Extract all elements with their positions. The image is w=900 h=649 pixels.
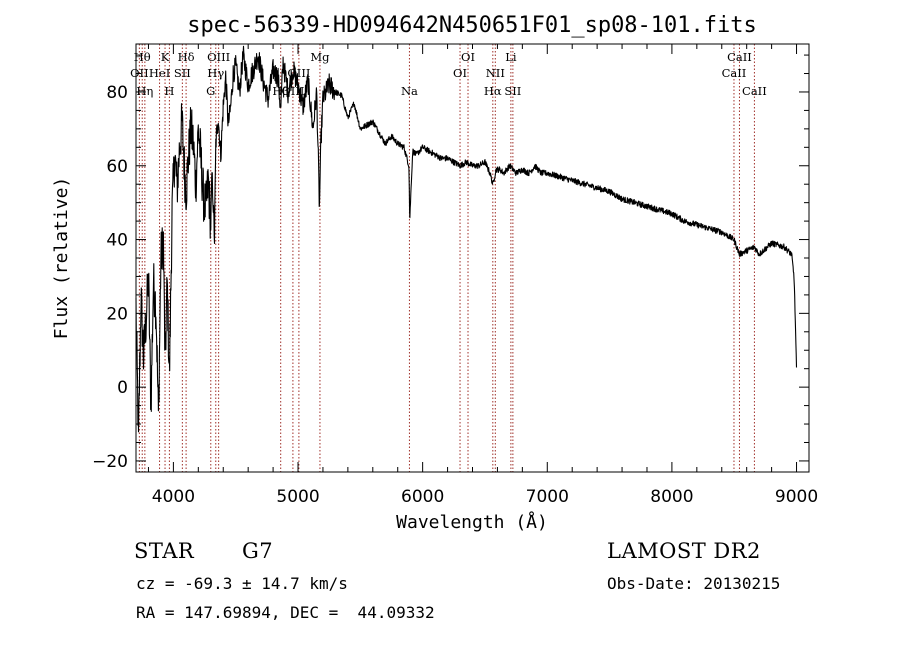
line-marker-label-11: Hβ (272, 84, 289, 98)
line-marker-label-1: OII (130, 66, 149, 80)
x-tick-label: 7000 (526, 487, 569, 507)
line-markers (138, 44, 755, 472)
y-tick-label: 40 (106, 231, 128, 251)
line-marker-label-17: OI (461, 50, 475, 64)
survey-name: LAMOST DR2 (607, 539, 761, 563)
y-tick-label: 20 (106, 304, 128, 324)
line-marker-label-20: Li (505, 50, 517, 64)
line-marker-label-18: Hα (484, 84, 502, 98)
line-marker-labels: HθOIIHηHeIKHSIIHδGHγOIIIHβOIIIOIIIMgNaOI… (130, 50, 767, 98)
chart-title: spec-56339-HD094642N450651F01_sp08-101.f… (187, 13, 757, 38)
x-tick-label: 4000 (152, 487, 195, 507)
y-tick-label: 0 (117, 378, 128, 398)
line-marker-label-19: NII (486, 66, 505, 80)
x-tick-label: 8000 (650, 487, 693, 507)
line-marker-label-10: OIII (207, 50, 230, 64)
x-tick-label: 6000 (401, 487, 444, 507)
line-marker-label-24: CaII (742, 84, 767, 98)
line-marker-label-22: CaII (722, 66, 747, 80)
line-marker-label-8: G (206, 84, 215, 98)
y-tick-label: 80 (106, 83, 128, 103)
line-marker-label-7: Hδ (178, 50, 195, 64)
line-marker-label-21: SII (504, 84, 521, 98)
y-axis-label: Flux (relative) (51, 177, 72, 340)
y-tick-label: 60 (106, 157, 128, 177)
line-marker-label-23: CaII (727, 50, 752, 64)
line-marker-label-14: Mg (310, 50, 330, 64)
object-class: STAR (134, 539, 195, 563)
spectrum-line (135, 45, 798, 433)
x-axis-label: Wavelength (Å) (396, 511, 548, 533)
x-tick-label: 9000 (775, 487, 818, 507)
observation-date: Obs-Date: 20130215 (607, 574, 781, 593)
x-tick-label: 5000 (276, 487, 319, 507)
coordinates-readout: RA = 147.69894, DEC = 44.09332 (136, 603, 435, 622)
plot-frame (135, 43, 810, 473)
line-marker-label-9: Hγ (207, 66, 224, 80)
line-marker-label-5: H (164, 84, 174, 98)
line-marker-label-16: OI (453, 66, 467, 80)
axis-tick-labels: 4000 5000 6000 7000 8000 9000 −20 0 20 40 60 80 (92, 83, 818, 507)
line-marker-label-4: K (161, 50, 170, 64)
y-tick-label: −20 (92, 452, 128, 472)
line-marker-label-15: Na (401, 84, 418, 98)
axis-ticks (136, 44, 809, 472)
spectral-subclass: G7 (242, 539, 274, 563)
redshift-readout: cz = -69.3 ± 14.7 km/s (136, 574, 348, 593)
line-marker-label-2: Hη (136, 84, 153, 98)
line-marker-label-3: HeI (149, 66, 170, 80)
line-marker-label-6: SII (174, 66, 191, 80)
line-marker-label-0: Hθ (134, 50, 151, 64)
